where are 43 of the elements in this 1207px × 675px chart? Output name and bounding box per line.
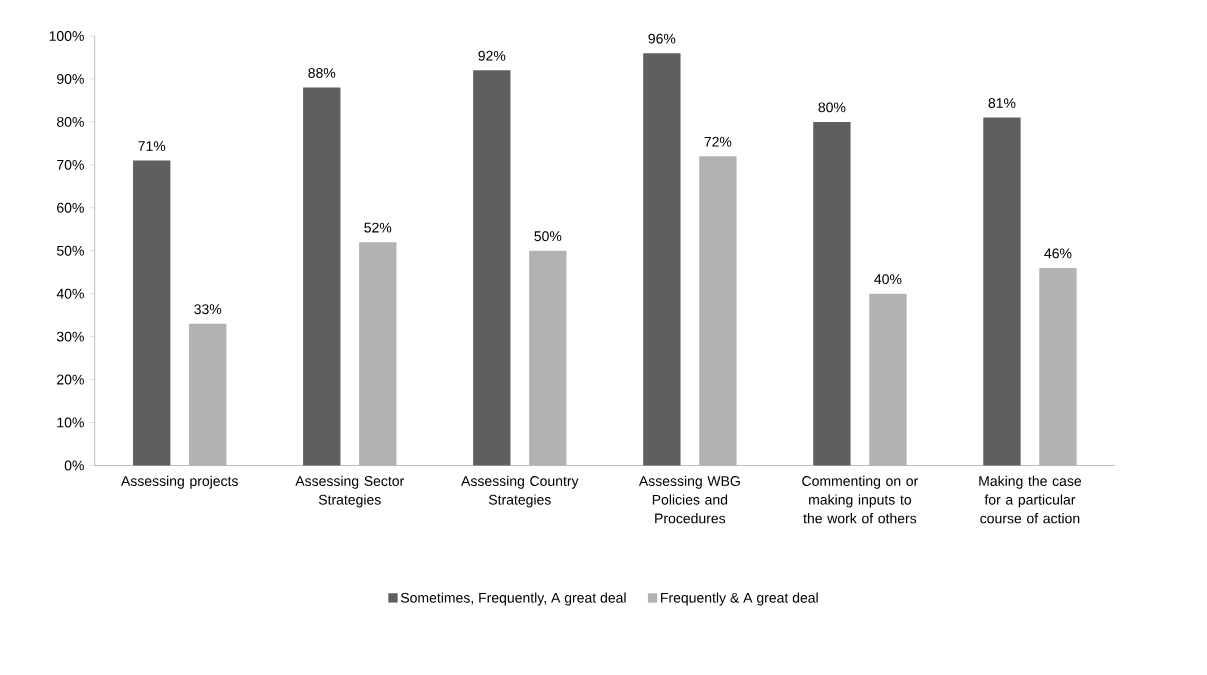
bar [983,117,1021,466]
data-label: 40% [874,274,902,285]
x-tick-label: Assessing WBG Policies and Procedures [638,475,740,524]
data-label: 81% [988,98,1016,109]
data-label: 72% [704,136,732,147]
data-label: 52% [364,222,392,233]
data-label: 46% [1044,248,1072,259]
y-tick-label: 50% [56,245,84,256]
bar [529,250,567,466]
bar [699,156,737,466]
y-tick-label: 90% [57,74,84,84]
x-tick-label: Commenting on or making inputs to the work of others [802,475,919,524]
data-label: 92% [478,50,506,61]
bar [813,121,851,466]
y-tick-label: 30% [56,331,84,342]
bar [869,293,907,466]
x-tick-label: Assessing Sector Strategies [295,475,405,508]
y-tick-label: 20% [57,374,84,385]
data-label: 80% [818,102,846,113]
y-tick-label: 60% [57,202,84,213]
data-label: 50% [534,231,562,242]
data-label: 33% [194,304,222,315]
bar [643,53,681,466]
bar [303,87,341,466]
bar [473,70,511,466]
y-tick-label: 70% [57,159,84,170]
x-tick-label: Assessing Country Strategies [461,475,579,508]
data-label: 71% [138,141,166,152]
x-tick-label: Assessing projects [120,475,238,489]
x-tick-label: Making the case for a particular course of action [979,475,1082,524]
data-label: 96% [648,33,676,44]
y-tick-label: 10% [57,417,84,428]
bar [133,160,171,466]
legend-label: Frequently & A great deal [661,592,818,606]
y-tick-label: 80% [57,117,84,127]
y-tick-label: 100% [49,31,84,42]
y-tick-label: 40% [56,288,84,299]
bar [1039,267,1077,466]
y-tick-label: 0% [64,460,84,471]
bar [359,242,397,466]
data-label: 88% [308,68,336,79]
legend-label: Sometimes, Frequently, A great deal [400,592,626,606]
bar [189,323,227,466]
